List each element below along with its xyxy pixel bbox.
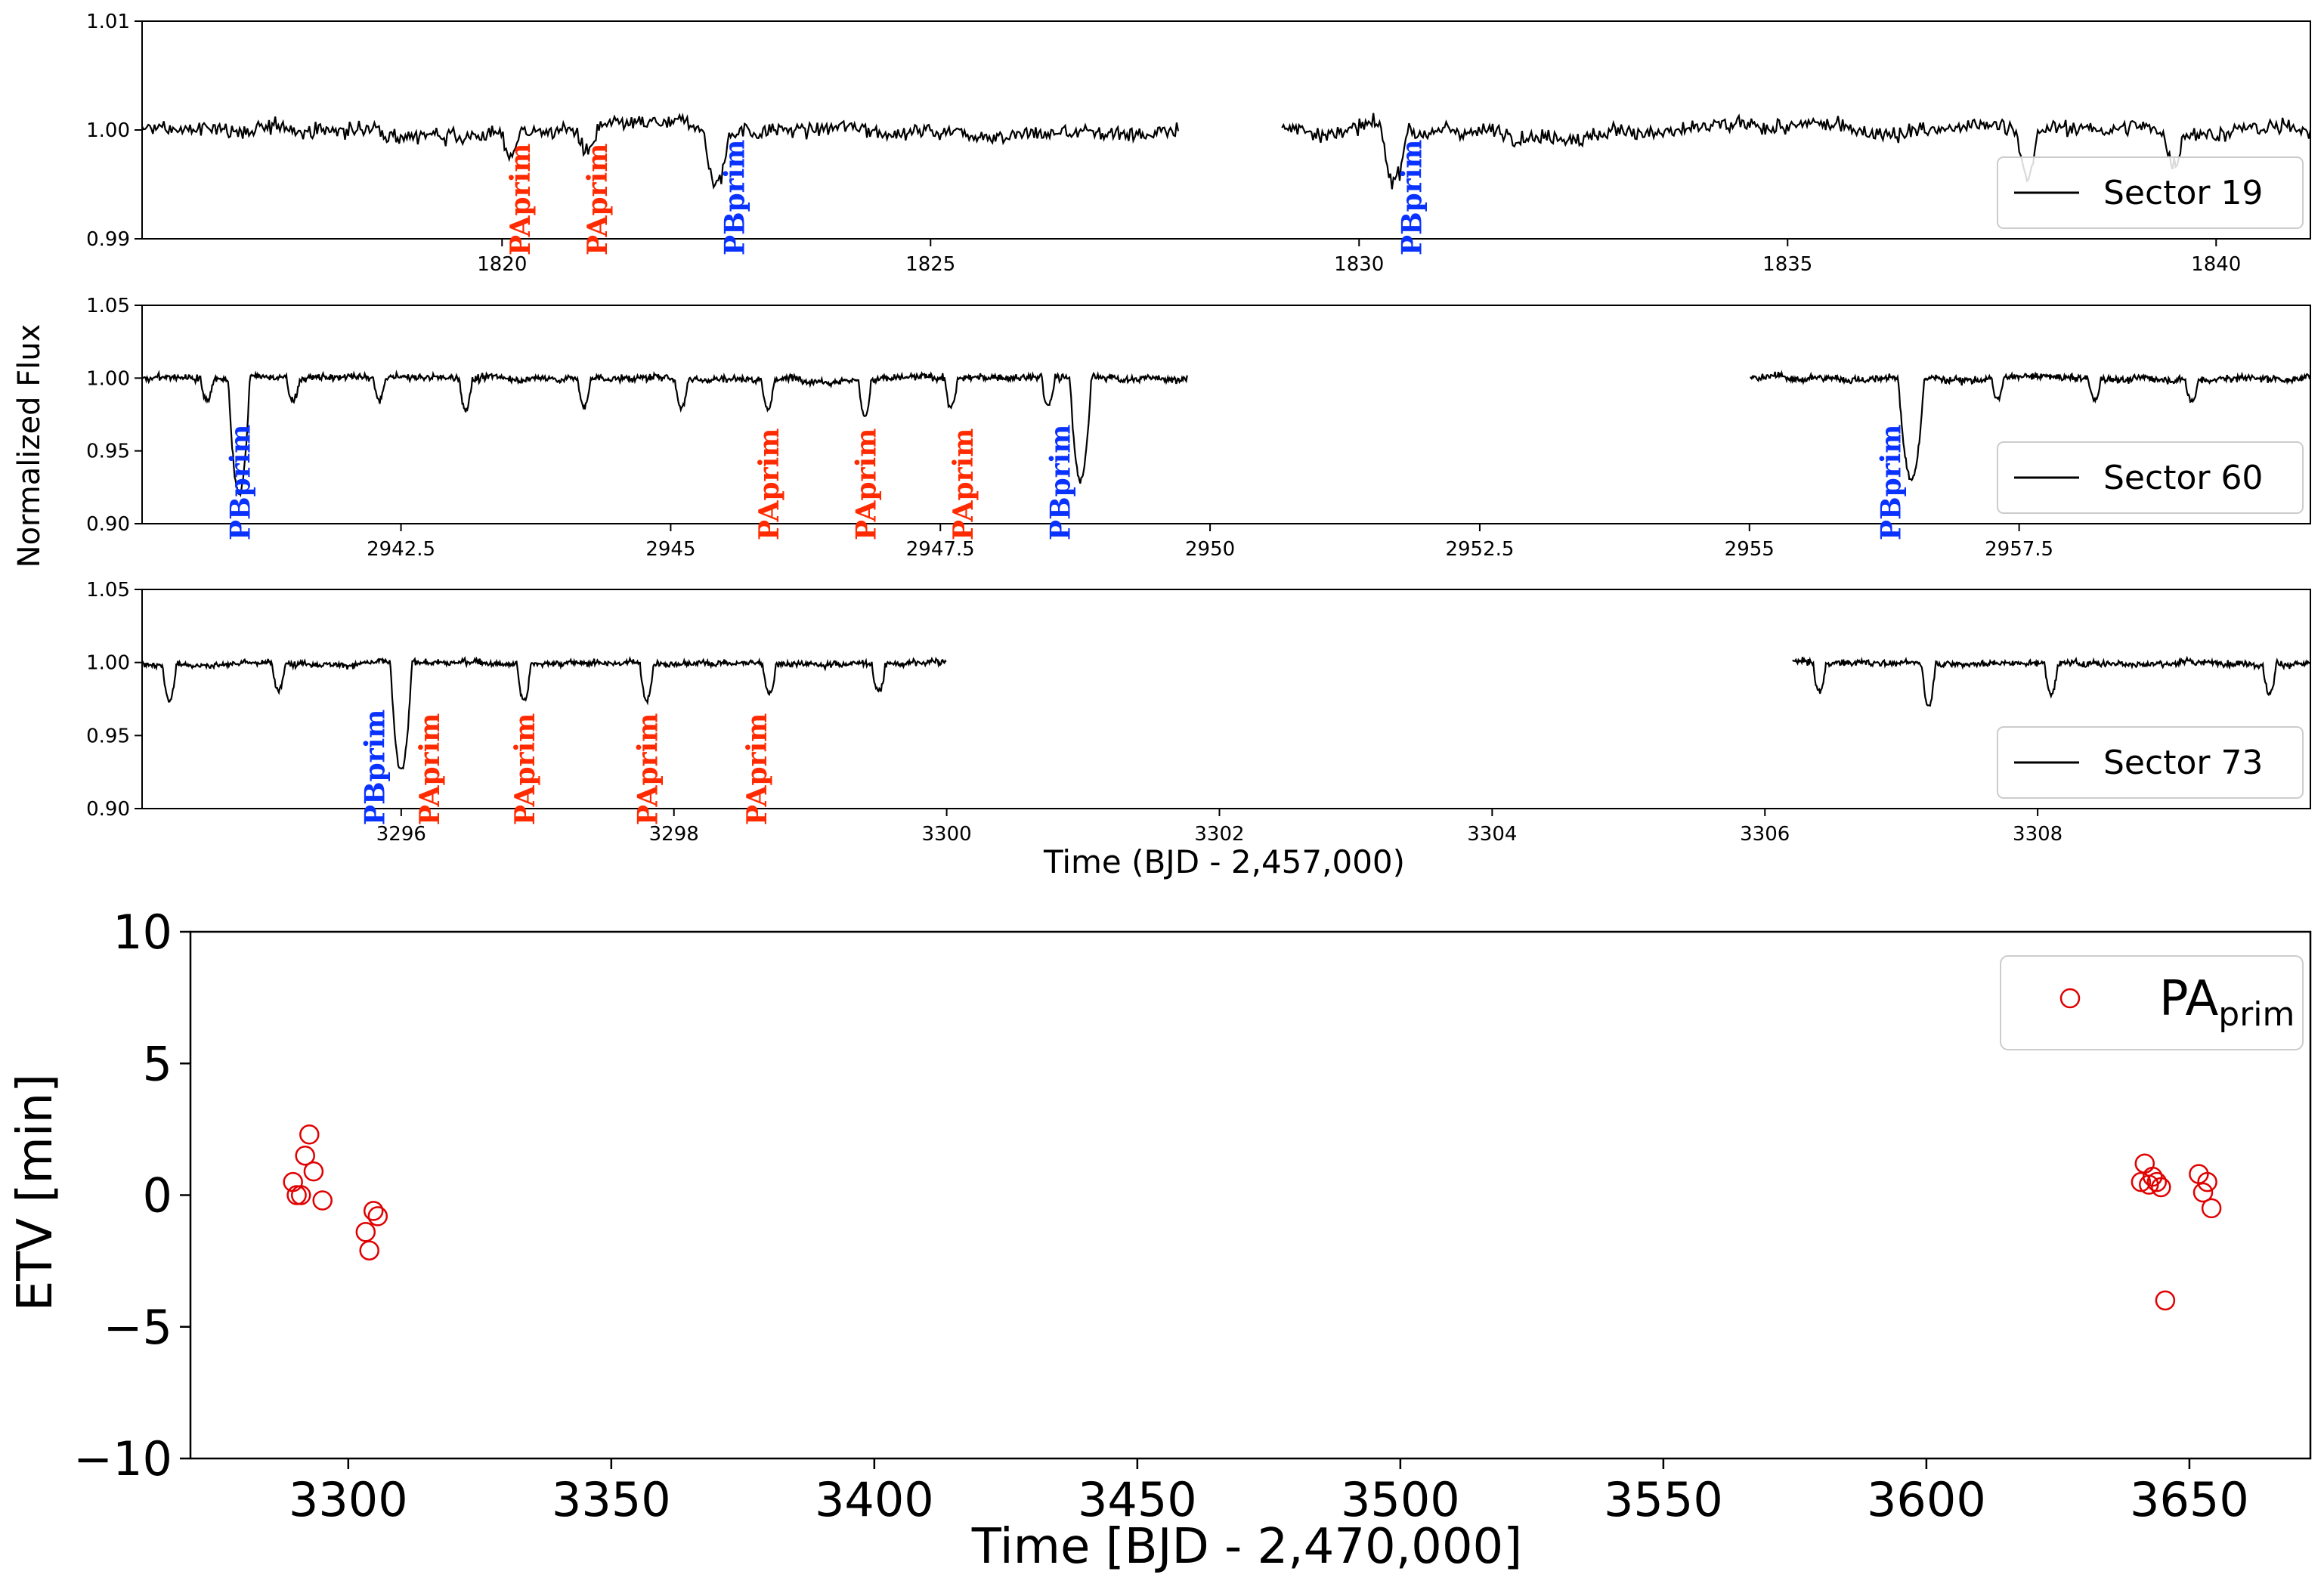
eclipse-label-primary-a: PAprim [505,144,537,255]
x-tick-label: 3300 [289,1472,408,1527]
shared-xlabel: Time (BJD - 2,457,000) [1043,843,1405,880]
x-tick-label: 3308 [2013,823,2063,846]
x-tick-label: 2950 [1185,538,1235,561]
y-tick-label: 0 [143,1168,172,1223]
y-tick-label: 0.90 [86,798,130,821]
x-tick-label: 3450 [1078,1472,1197,1527]
y-tick-label: 1.00 [86,367,130,390]
eclipse-label-primary-a: PAprim [509,713,541,825]
x-tick-label: 1825 [905,253,955,276]
eclipse-label-primary-a: PAprim [633,713,664,825]
flux-curve [142,112,2310,190]
etv-point [2131,1171,2152,1192]
etv-point [2155,1290,2176,1311]
x-tick-label: 3306 [1740,823,1790,846]
etv-xlabel: Time [BJD - 2,470,000] [971,1519,1522,1575]
x-tick-label: 1830 [1334,253,1384,276]
y-tick-label: 1.01 [86,11,130,33]
etv-point [2146,1171,2168,1192]
eclipse-label-primary-b: PBprim [1044,425,1076,540]
eclipse-label-primary-b: PBprim [719,140,751,255]
etv-point [363,1201,384,1221]
eclipse-label-primary-b: PBprim [360,710,391,825]
x-tick-label: 3296 [376,823,426,846]
x-tick-label: 3302 [1194,823,1244,846]
legend-box [1997,156,2304,229]
x-tick-label: 2952.5 [1445,538,1514,561]
etv-point [2197,1171,2217,1192]
x-tick-label: 1835 [1762,253,1812,276]
legend-box [2000,955,2304,1050]
legend-label-subscript: prim [2218,995,2295,1034]
eclipse-label-primary-a: PAprim [741,713,773,825]
flux-curve [142,655,2310,770]
etv-panel: 3300 3350 3400 3450 3500 3550 3600 3650 10 5 0 −5 −1… [73,905,2312,1527]
lightcurve-panel-sector-19: 1820 1825 1830 1835 1840 0.99 1.00 1.01 PAprim PA… [86,11,2311,276]
legend-marker-swatch [2059,988,2081,1009]
x-tick-label: 1840 [2191,253,2241,276]
x-tick-label: 3300 [922,823,972,846]
x-tick-label: 3304 [1467,823,1517,846]
etv-point [290,1185,311,1205]
lightcurve-panel-sector-60: 2942.5 2945 2947.5 2950 2952.5 2955 2957.5 0.90… [86,295,2311,561]
etv-point [299,1124,320,1145]
y-tick-label: 5 [143,1036,172,1091]
etv-point [312,1190,333,1211]
axes-frame [141,305,2311,524]
x-tick-label: 2957.5 [1985,538,2053,561]
flux-curve [142,370,2310,498]
eclipse-label-primary-b: PBprim [225,425,257,540]
x-tick-label: 3650 [2130,1472,2249,1527]
y-tick-label: 0.95 [86,441,130,463]
x-tick-label: 2942.5 [367,538,435,561]
lightcurve-panel-sector-73: 3296 3298 3300 3302 3304 3306 3308 0.90 0.95 1.00… [86,579,2311,846]
x-tick-label: 3400 [815,1472,934,1527]
etv-point [2201,1198,2222,1219]
y-tick-label: −5 [104,1300,172,1355]
etv-ylabel: ETV [min] [8,1074,63,1311]
eclipse-label-primary-a: PAprim [582,144,614,255]
legend-box [1997,726,2304,799]
legend-label: Sector 60 [2103,459,2263,497]
etv-point [2192,1182,2214,1203]
y-tick-label: 0.99 [86,228,130,251]
etv-point [355,1222,376,1242]
y-tick-label: −10 [73,1431,172,1486]
y-tick-label: 0.95 [86,725,130,747]
eclipse-label-primary-a: PAprim [414,713,446,825]
eclipse-label-primary-a: PAprim [948,428,979,540]
y-tick-label: 1.05 [86,295,130,317]
x-tick-label: 2945 [645,538,695,561]
etv-point [303,1161,324,1182]
x-tick-label: 2955 [1725,538,1775,561]
y-tick-label: 0.90 [86,513,130,536]
etv-point [359,1240,379,1260]
y-tick-label: 10 [113,905,172,960]
x-tick-label: 3298 [649,823,699,846]
x-tick-label: 3350 [552,1472,671,1527]
eclipse-label-primary-b: PBprim [1396,140,1428,255]
legend-label: Sector 73 [2103,744,2263,782]
etv-point [2151,1177,2171,1198]
legend-label-main: PA [2159,971,2219,1027]
y-tick-label: 1.00 [86,652,130,675]
etv-point [295,1145,315,1166]
x-tick-label: 3600 [1867,1472,1986,1527]
eclipse-label-primary-a: PAprim [754,428,785,540]
y-tick-label: 1.00 [86,119,130,142]
y-tick-label: 1.05 [86,579,130,602]
eclipse-label-primary-a: PAprim [850,428,882,540]
legend-box [1997,441,2304,514]
legend-label: PAprim [2159,971,2295,1034]
x-tick-label: 2947.5 [906,538,975,561]
x-tick-label: 3500 [1341,1472,1460,1527]
legend-label: Sector 19 [2103,174,2263,212]
eclipse-label-primary-b: PBprim [1875,425,1907,540]
x-tick-label: 1820 [477,253,527,276]
axes-frame [141,589,2311,809]
shared-ylabel: Normalized Flux [12,324,47,568]
etv-point [367,1206,388,1226]
x-tick-label: 3550 [1604,1472,1723,1527]
